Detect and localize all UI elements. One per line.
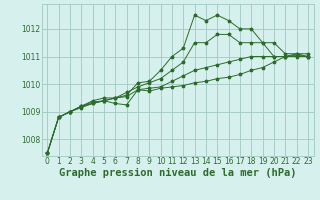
X-axis label: Graphe pression niveau de la mer (hPa): Graphe pression niveau de la mer (hPa) [59, 168, 296, 178]
